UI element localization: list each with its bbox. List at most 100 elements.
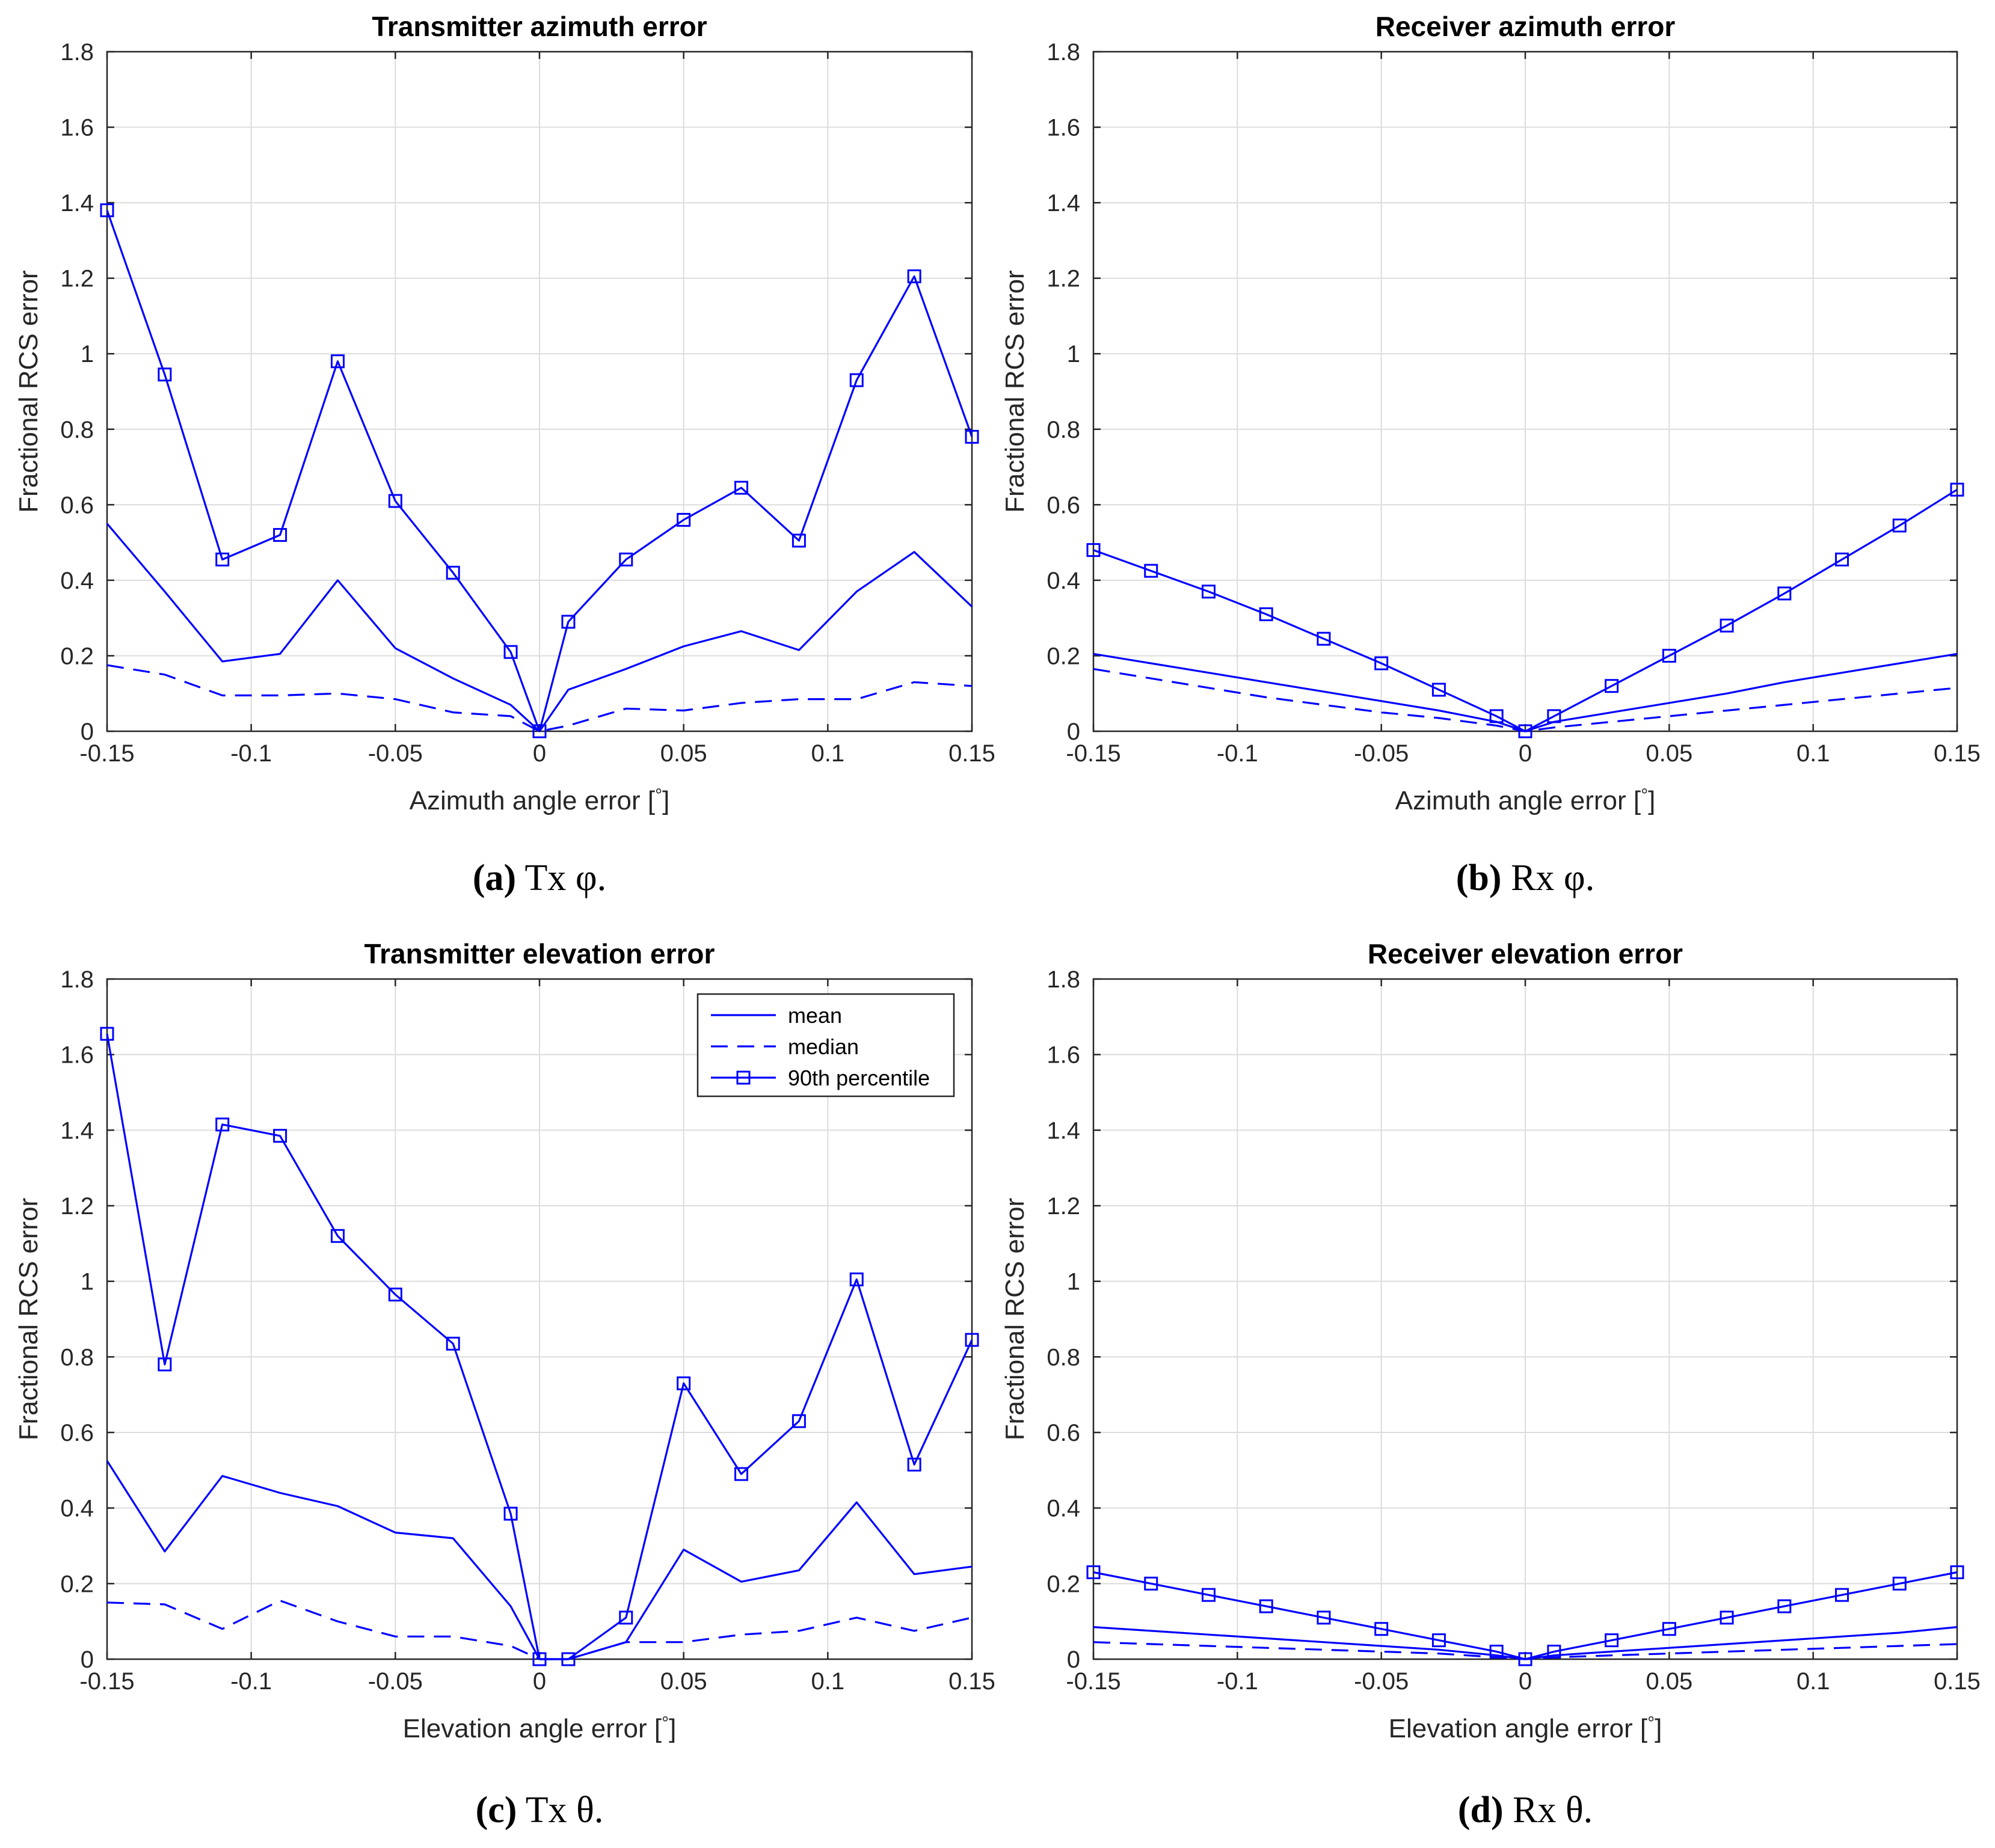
data-point-marker: [907, 1457, 921, 1472]
data-point-marker: [158, 1357, 172, 1372]
x-tick-label: 0.15: [948, 1668, 995, 1695]
data-point-marker: [1259, 607, 1273, 621]
data-point-marker: [446, 1336, 460, 1351]
y-tick-label: 1.6: [60, 1042, 94, 1069]
data-point-marker: [1518, 1652, 1532, 1666]
x-tick-label: 0.1: [1797, 1668, 1830, 1695]
x-tick-label: 0.15: [1934, 740, 1981, 767]
data-point-marker: [1662, 648, 1676, 663]
subfigure-caption: (d) Rx θ.: [1458, 1790, 1593, 1831]
data-point-marker: [677, 1376, 691, 1390]
y-tick-label: 1.8: [1047, 39, 1080, 66]
data-point-marker: [1201, 585, 1216, 599]
chart-title: Transmitter elevation error: [364, 938, 715, 969]
x-tick-label: 0.15: [948, 740, 995, 767]
data-point-marker: [1835, 1588, 1849, 1602]
x-axis-label: Azimuth angle error [°]: [1395, 785, 1656, 815]
data-point-marker: [561, 1652, 576, 1666]
y-tick-label: 0: [81, 719, 94, 745]
x-tick-label: -0.15: [79, 740, 134, 767]
data-point-marker: [215, 1117, 230, 1132]
y-tick-label: 1.4: [60, 190, 94, 216]
y-tick-label: 0.4: [1047, 1496, 1080, 1522]
chart-panel-4: -0.15 -0.1 -0.05 0 0.05 0.1 0.15 0 0.2 0.4 0.6 0.8 1…: [1000, 938, 1981, 1831]
y-axis-label: Fractional RCS error: [1000, 1198, 1030, 1440]
y-tick-label: 0.2: [60, 643, 94, 669]
data-point-marker: [1720, 1610, 1734, 1625]
y-tick-label: 0.2: [1047, 1571, 1080, 1597]
x-tick-label: 0.05: [1646, 1668, 1692, 1695]
data-point-marker: [1086, 543, 1101, 557]
series-line-90th-percentile: [1093, 1571, 1958, 1660]
data-point-marker: [1489, 1644, 1504, 1659]
x-tick-label: 0.15: [1934, 1668, 1981, 1695]
y-tick-label: 1.6: [60, 115, 94, 141]
legend-label: mean: [788, 1003, 842, 1028]
data-point-marker: [388, 494, 402, 508]
y-tick-label: 1.2: [60, 266, 94, 292]
data-point-marker: [158, 367, 172, 382]
data-point-marker: [1720, 618, 1734, 633]
x-tick-label: -0.05: [1354, 740, 1409, 767]
data-point-marker: [1431, 683, 1446, 697]
data-point-marker: [1374, 1622, 1389, 1636]
x-axis-label: Elevation angle error [°]: [1389, 1713, 1662, 1743]
x-tick-label: -0.15: [79, 1668, 134, 1695]
data-point-marker: [1892, 518, 1907, 533]
data-point-marker: [1777, 586, 1792, 601]
y-tick-label: 1.6: [1047, 1042, 1080, 1069]
y-tick-label: 1.4: [1047, 190, 1080, 216]
y-tick-label: 0: [1067, 1647, 1080, 1673]
y-tick-label: 0.8: [1047, 1344, 1080, 1371]
data-point-marker: [849, 1272, 864, 1287]
caption-text: Rx φ.: [1502, 858, 1595, 898]
series-line-median: [106, 664, 973, 732]
y-tick-label: 1: [81, 1269, 94, 1295]
data-point-marker: [849, 373, 864, 387]
data-point-marker: [1547, 1644, 1561, 1659]
chart-title: Transmitter azimuth error: [372, 11, 707, 42]
x-tick-label: 0: [1519, 740, 1532, 767]
data-point-marker: [965, 1333, 979, 1347]
x-tick-label: -0.05: [1354, 1668, 1409, 1695]
x-tick-label: -0.1: [1217, 1668, 1258, 1695]
x-tick-label: 0.05: [1646, 740, 1692, 767]
y-tick-label: 0.2: [1047, 643, 1080, 669]
x-tick-label: 0: [533, 740, 546, 767]
data-point-marker: [215, 552, 230, 566]
y-tick-label: 1: [1067, 341, 1080, 367]
legend: mean median 90th percentile: [696, 993, 955, 1097]
data-point-marker: [330, 354, 345, 369]
data-point-marker: [792, 1414, 806, 1428]
subfigure-caption: (a) Tx φ.: [473, 858, 606, 898]
data-point-marker: [619, 1610, 633, 1625]
y-tick-label: 1: [1067, 1269, 1080, 1295]
y-tick-label: 0: [81, 1647, 94, 1673]
data-point-marker: [532, 1652, 547, 1666]
data-point-marker: [1547, 709, 1561, 723]
data-point-marker: [1605, 679, 1619, 693]
y-tick-label: 1.8: [1047, 966, 1080, 993]
series-line-90th-percentile: [1093, 488, 1958, 732]
caption-letter: (d): [1458, 1790, 1504, 1831]
data-point-marker: [388, 1288, 402, 1302]
data-point-marker: [100, 1027, 114, 1041]
data-point-marker: [907, 269, 921, 284]
y-tick-label: 1.2: [1047, 266, 1080, 292]
y-tick-label: 0.4: [60, 1496, 94, 1522]
data-point-marker: [1086, 1565, 1101, 1579]
caption-letter: (b): [1456, 858, 1502, 898]
x-tick-label: -0.1: [1217, 740, 1258, 767]
data-point-marker: [330, 1229, 345, 1243]
caption-text: Tx θ.: [517, 1790, 603, 1831]
data-point-marker: [1892, 1576, 1907, 1591]
y-tick-label: 1.2: [60, 1193, 94, 1220]
legend-box: [696, 993, 955, 1097]
data-point-marker: [446, 565, 460, 580]
x-tick-label: -0.05: [368, 740, 423, 767]
y-tick-label: 0.8: [1047, 417, 1080, 443]
data-point-marker: [1431, 1633, 1446, 1648]
data-point-marker: [532, 724, 547, 738]
y-tick-label: 1.8: [60, 966, 94, 993]
data-point-marker: [1259, 1599, 1273, 1613]
